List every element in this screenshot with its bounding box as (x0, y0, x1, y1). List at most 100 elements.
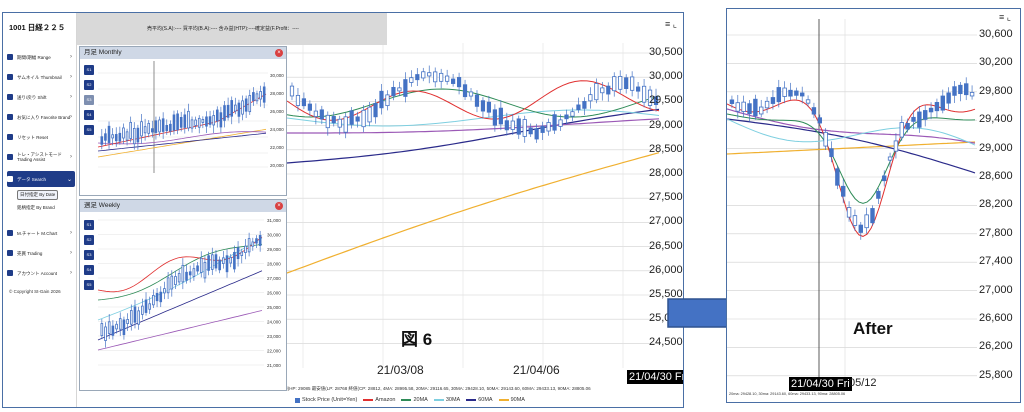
candle-body (558, 119, 563, 127)
candle-body (197, 117, 201, 128)
sub-item-by-date[interactable]: 日付指定 By Date (17, 190, 59, 200)
sidebar-item-label: 送り/戻り Shift (17, 94, 47, 100)
candle-body (630, 76, 635, 91)
legend-swatch (433, 399, 444, 401)
step-button-5[interactable]: S5 (84, 280, 94, 290)
position-summary-bar: 売平均(S.A):---- 買平均(B.A):---- 含み益(HTP):---… (77, 13, 387, 45)
candle-body (125, 131, 129, 141)
sidebar-item-favorite[interactable]: お気に入り Favorite Brand › (7, 109, 75, 125)
candle-body (152, 294, 155, 306)
candle-body (940, 95, 945, 111)
legend-item: 90MA (510, 397, 525, 403)
main-legend: Stock Price (Unit=Yen) Amazon 20MA 30MA … (295, 397, 525, 403)
candle-body (159, 291, 163, 303)
candle-body (647, 89, 653, 106)
step-button-1[interactable]: S1 (84, 65, 94, 75)
candle-body (534, 128, 539, 140)
candle-body (118, 318, 122, 330)
candle-body (899, 122, 904, 138)
legend-item: Stock Price (Unit=Yen) (302, 397, 358, 403)
candle-body (564, 114, 569, 120)
chevron-right-icon: › (70, 54, 72, 60)
y-tick-label: 27,000 (649, 215, 683, 228)
ma-extra-line (97, 131, 267, 145)
candle-body (409, 77, 414, 83)
y-tick-label: 25,000 (267, 305, 281, 310)
chevron-right-icon: › (70, 250, 72, 256)
ma60-line (97, 132, 267, 152)
chevron-down-icon: ⌄ (66, 176, 72, 183)
shift-icon (7, 94, 13, 100)
chevron-right-icon: › (70, 270, 72, 276)
step-button-1[interactable]: S1 (84, 220, 94, 230)
candle-body (964, 83, 969, 96)
candle-body (403, 79, 408, 97)
step-button-3[interactable]: S3 (84, 250, 94, 260)
weekly-panel-title: 週足 Weekly (80, 200, 286, 212)
cursor-date-badge: 21/04/30 Fri (627, 370, 683, 384)
step-button-5[interactable]: S5 (84, 125, 94, 135)
candle-body (140, 121, 143, 137)
candle-body (107, 125, 111, 143)
sidebar-item-trading-assist[interactable]: トレ・アシストモード Trading Assist › (7, 149, 75, 165)
step-button-2[interactable]: S2 (84, 80, 94, 90)
candle-body (144, 299, 148, 313)
candle-body (115, 323, 118, 330)
y-tick-label: 29,800 (979, 84, 1013, 97)
y-tick-label: 29,000 (267, 247, 281, 252)
candle-body (190, 119, 194, 129)
trading-icon (7, 250, 13, 256)
candle-body (823, 131, 828, 147)
candle-body (349, 110, 354, 125)
y-tick-label: 27,500 (649, 191, 683, 204)
candle-body (546, 122, 551, 132)
sidebar-item-mchart[interactable]: M.チャート M.Chart › (7, 225, 75, 241)
weekly-chart-panel: 週足 Weekly × S1 S2 S3 S4 S5 31,000 30,000 2… (79, 199, 287, 391)
assist-icon (7, 154, 13, 160)
step-button-4[interactable]: S4 (84, 110, 94, 120)
candle-body (588, 94, 593, 102)
sidebar-item-range[interactable]: 期間/期幅 Range › (7, 49, 75, 65)
chevron-right-icon: › (70, 114, 72, 120)
y-tick-label: 24,500 (649, 336, 683, 349)
candle-body (468, 91, 474, 97)
legend-item: Amazon (375, 397, 396, 403)
step-button-2[interactable]: S2 (84, 235, 94, 245)
hamburger-menu-icon[interactable]: ≡ ⌞ (999, 12, 1011, 22)
candle-body (203, 261, 207, 279)
sidebar-item-label: アカウント Account (17, 270, 58, 276)
sidebar-item-shift[interactable]: 送り/戻り Shift › (7, 89, 75, 105)
step-button-3[interactable]: S3 (84, 95, 94, 105)
y-tick-label: 27,000 (979, 283, 1013, 296)
candle-body (864, 214, 869, 229)
candle-body (258, 235, 262, 246)
candle-body (367, 106, 372, 123)
candle-body (133, 306, 137, 323)
sidebar-item-thumbnail[interactable]: サムネイル Thumbnail › (7, 69, 75, 85)
y-tick-label: 28,500 (649, 142, 683, 155)
y-tick-label: 29,000 (649, 118, 683, 131)
cursor-date-badge: 21/04/30 Fri (789, 377, 852, 391)
legend-item: 60MA (478, 397, 493, 403)
sidebar-item-search[interactable]: データ Search ⌄ (7, 171, 75, 187)
sidebar-item-trading[interactable]: 売買 Trading › (7, 245, 75, 261)
candle-body (111, 325, 115, 336)
ma90-line (286, 152, 660, 274)
candle-body (451, 78, 456, 84)
monthly-mini-chart: 30,000 28,000 26,000 24,000 22,000 20,000 (97, 61, 284, 173)
close-icon[interactable]: × (275, 202, 283, 210)
candle-body (870, 208, 875, 224)
candle-body (141, 305, 144, 315)
hamburger-menu-icon[interactable]: ≡ ⌞ (665, 19, 677, 29)
step-button-4[interactable]: S4 (84, 265, 94, 275)
close-icon[interactable]: × (275, 49, 283, 57)
sidebar-item-account[interactable]: アカウント Account › (7, 265, 75, 281)
candle-body (154, 120, 158, 133)
candle-body (240, 251, 244, 256)
candle-body (911, 116, 916, 122)
chevron-right-icon: › (70, 74, 72, 80)
after-stats: 20ma: 29428.10, 30ma: 29143.60, 60ma: 29… (729, 392, 846, 396)
candle-body (735, 102, 740, 112)
sidebar-item-reset[interactable]: リセット Reset (7, 129, 75, 145)
sub-item-by-brand[interactable]: 銘柄指定 By Brand (17, 205, 55, 210)
